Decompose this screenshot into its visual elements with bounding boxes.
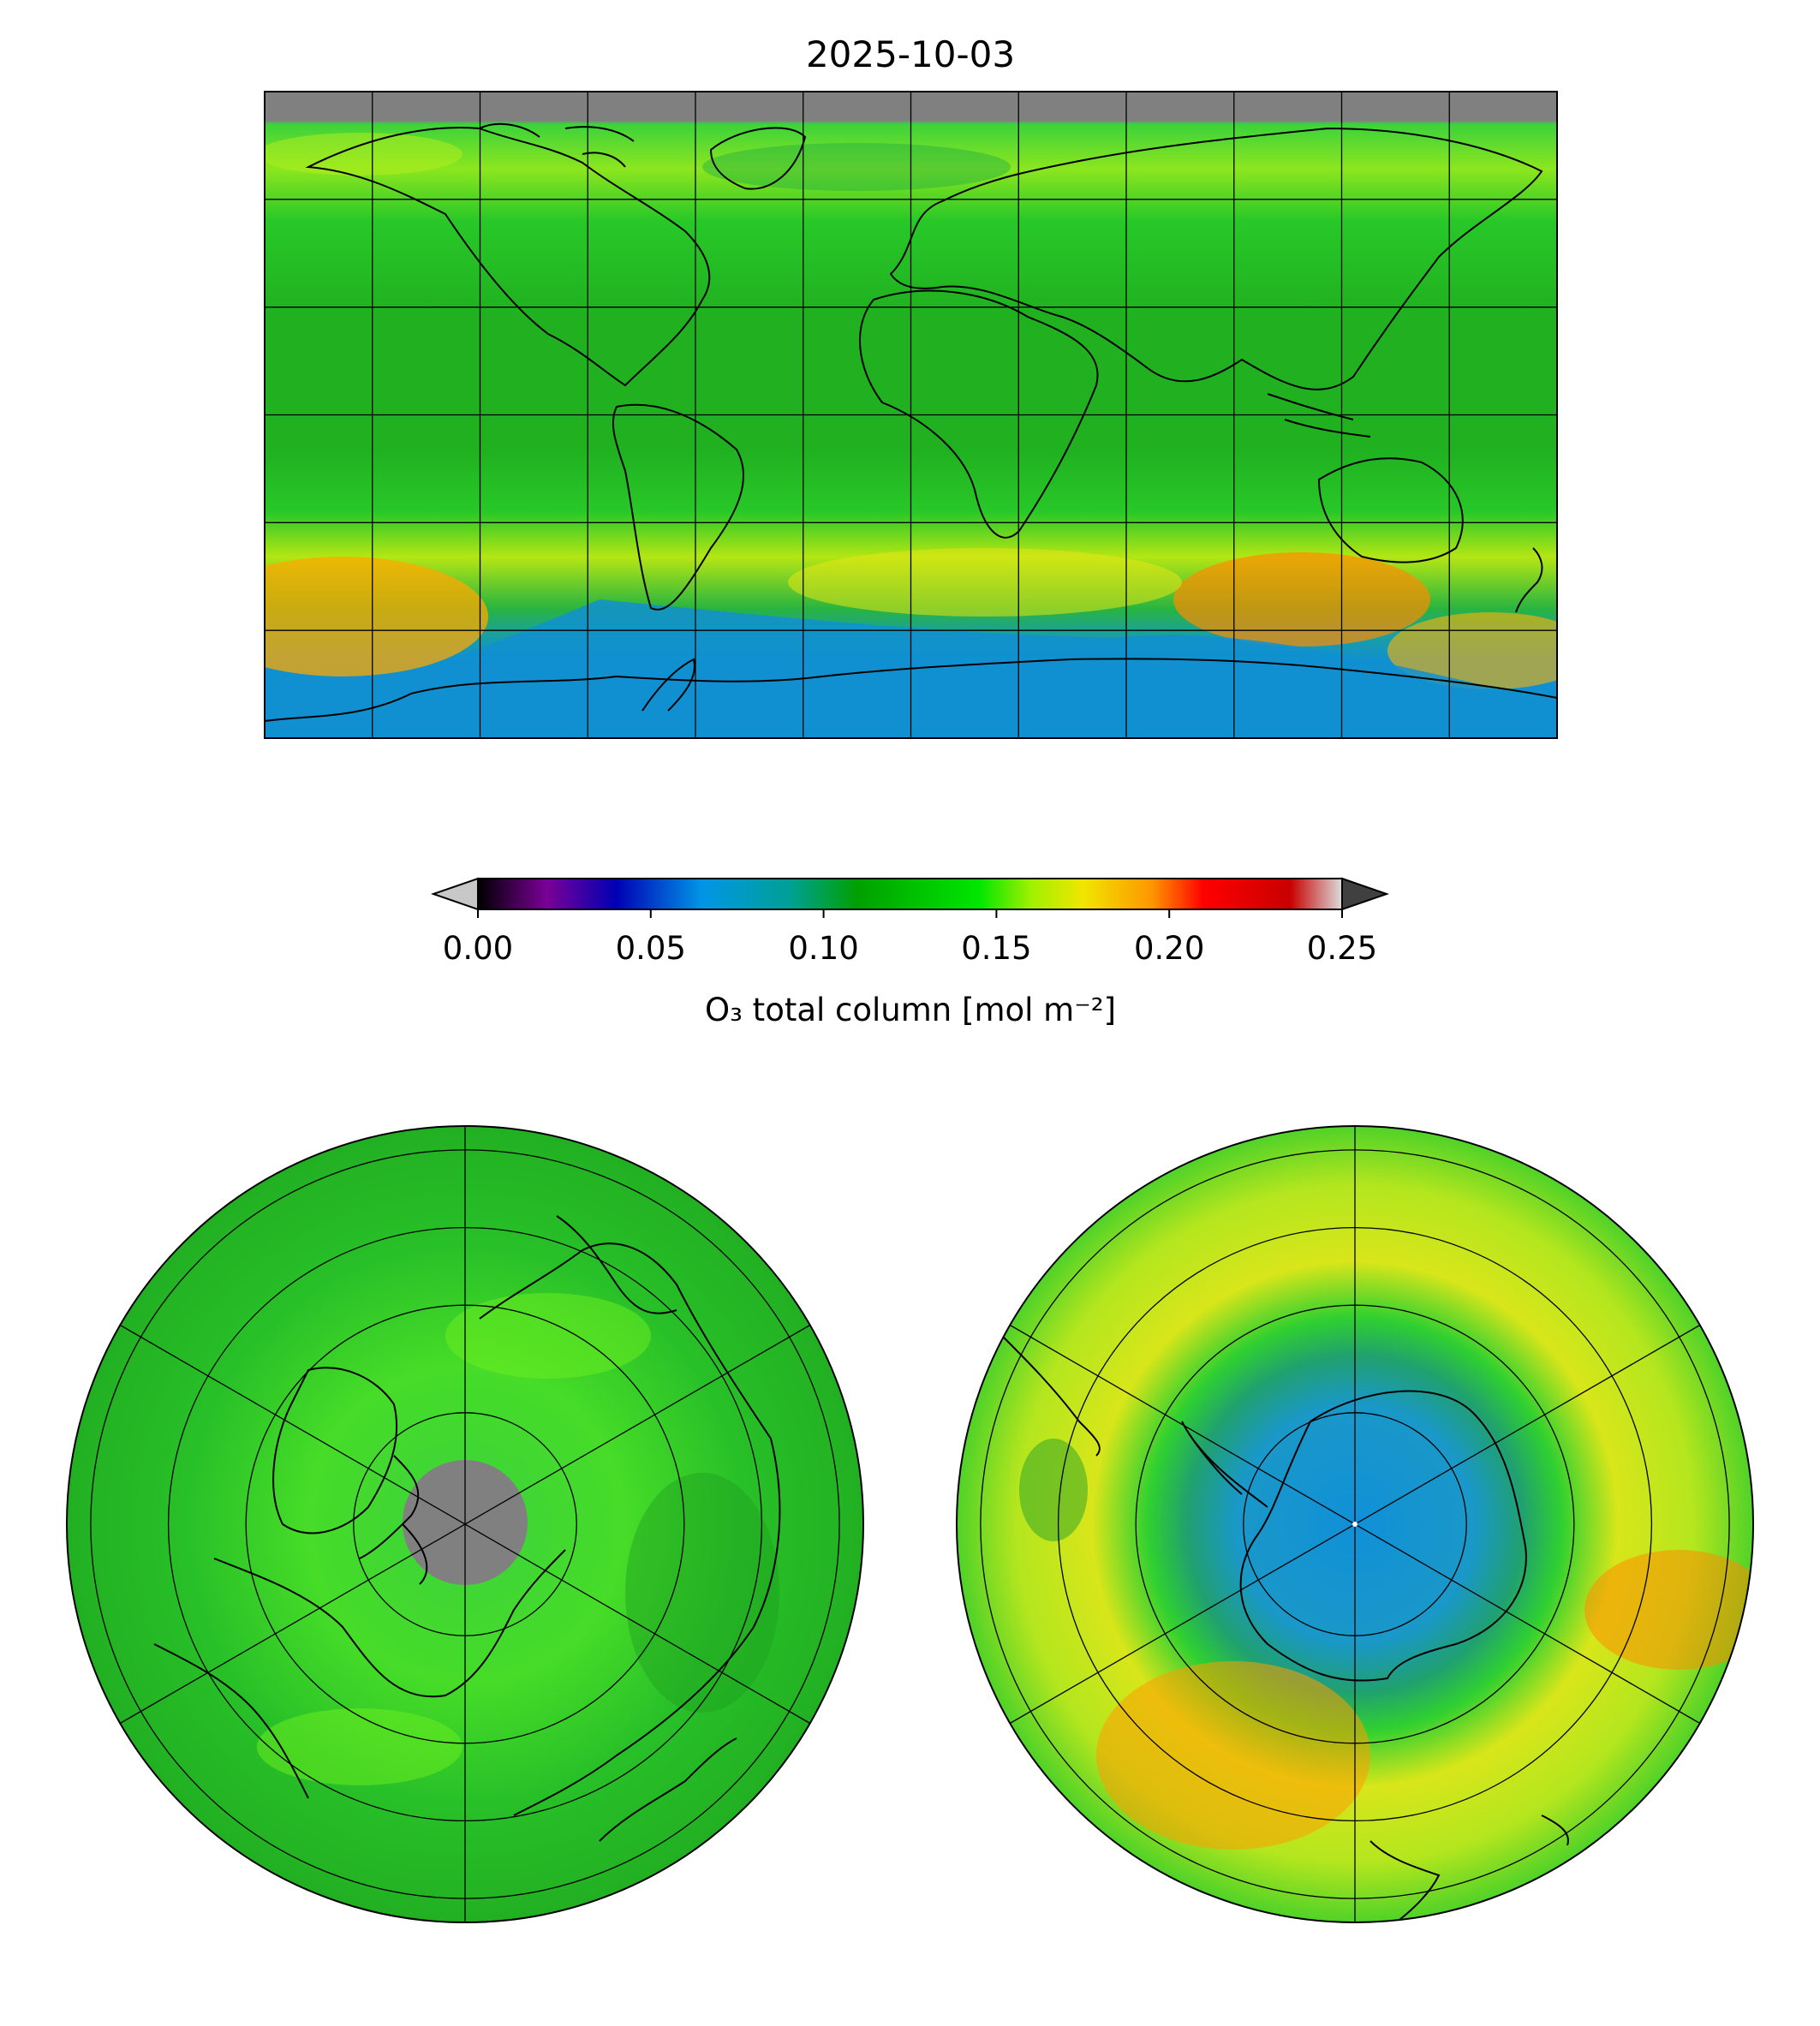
south-collar-west [1019,1439,1088,1541]
north-pacific-band [265,133,462,176]
colorbar-ticks: 0.00 0.05 0.10 0.15 0.20 0.25 [443,909,1377,967]
south-map-frame [956,1125,1754,1923]
colorbar-tick-label: 0.15 [961,930,1031,967]
kamchatka-coastline-polar [599,1737,737,1842]
global-map-frame [264,91,1558,739]
new-zealand-coastline [1515,547,1543,613]
north-pacific-light-band [257,1708,462,1785]
north-gridlines [90,1126,840,1922]
antarctica-coastline-polar [1239,1390,1527,1682]
canadian-archipelago-coastline [359,1455,428,1585]
greenland-coastline [709,127,807,190]
colorbar-tick-label: 0.25 [1307,930,1377,967]
indonesia-coastline [1267,393,1371,438]
north-atlantic-band [702,143,1011,191]
new-zealand-coastline-polar [1541,1814,1569,1846]
north-map-frame [66,1125,864,1923]
east-pacific-high-ozone [1387,612,1557,689]
south-high-ozone-southwest [1096,1661,1370,1850]
alaska-coastline-polar [153,1643,309,1799]
scandinavia-coastline-polar [556,1215,677,1314]
north-polar-map [66,1125,864,1923]
meridian-line [119,1324,811,1725]
siberia-dark-band [625,1473,779,1713]
africa-coastline [859,289,1099,539]
north-coastlines [153,1215,781,1842]
colorbar-tick-label: 0.10 [788,930,858,967]
antarctica-coastline [265,658,1557,722]
global-gridlines [265,92,1557,738]
south-high-ozone-east [1584,1550,1753,1670]
colorbar-tick-label: 0.20 [1134,930,1204,967]
global-map [264,91,1558,739]
north-atlantic-light-band [445,1293,651,1379]
south-america-coastline [612,403,744,611]
north-america-coastline-polar [213,1549,566,1698]
south-pacific-high-ozone [265,557,488,676]
greenland-coastline-polar [272,1367,398,1534]
south-africa-coastline-polar [1369,1840,1441,1922]
eurasia-coastline [889,127,1543,390]
south-pole-marker [1352,1522,1358,1527]
arctic-archipelago-coastline [479,122,635,168]
south-anomalies [1019,1439,1753,1850]
colorbar-tick-label: 0.00 [443,930,513,967]
colorbar-over-extension [1341,877,1390,911]
figure-title: 2025-10-03 [806,33,1015,75]
north-america-coastline [305,127,711,387]
south-polar-map [956,1125,1754,1923]
eurasia-coastline-polar [479,1242,781,1816]
antarctic-peninsula-coastline [641,658,695,712]
australia-coastline [1317,457,1464,563]
south-atlantic-high-ozone [788,548,1182,617]
antarctic-peninsula-polar [1181,1421,1268,1508]
colorbar-under-extension [430,877,479,911]
north-anomalies [257,1293,779,1785]
indian-ocean-high-ozone [1173,552,1430,647]
colorbar-tick-label: 0.05 [616,930,686,967]
colorbar: 0.00 0.05 0.10 0.15 0.20 0.25 O₃ total column… [430,877,1390,1028]
colorbar-label: O₃ total column [mol m⁻²] [705,992,1116,1028]
colorbar-body [477,878,1343,910]
global-coastlines [265,122,1557,722]
